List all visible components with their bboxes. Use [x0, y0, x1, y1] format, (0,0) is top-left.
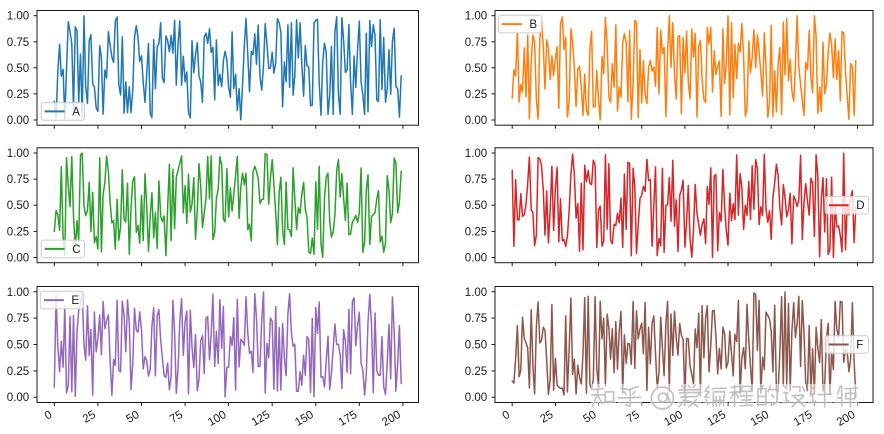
svg-text:F: F: [856, 340, 863, 352]
svg-text:0.25: 0.25: [465, 366, 487, 378]
svg-text:1.00: 1.00: [7, 287, 29, 299]
svg-text:0.50: 0.50: [465, 63, 487, 75]
svg-text:25: 25: [538, 409, 555, 426]
svg-text:0: 0: [43, 409, 55, 423]
svg-text:0.75: 0.75: [465, 37, 487, 49]
svg-text:0.00: 0.00: [7, 253, 29, 265]
svg-text:0.00: 0.00: [465, 392, 487, 404]
svg-text:0.75: 0.75: [7, 37, 29, 49]
svg-text:1.00: 1.00: [7, 11, 29, 23]
svg-text:0.25: 0.25: [465, 89, 487, 101]
svg-text:0.75: 0.75: [465, 313, 487, 325]
svg-text:0.50: 0.50: [7, 340, 29, 352]
svg-text:1.00: 1.00: [7, 148, 29, 160]
svg-text:0.75: 0.75: [7, 313, 29, 325]
svg-text:0.50: 0.50: [465, 340, 487, 352]
svg-text:0.50: 0.50: [465, 200, 487, 212]
svg-text:1.00: 1.00: [465, 287, 487, 299]
svg-text:25: 25: [81, 409, 98, 426]
svg-text:0.25: 0.25: [7, 366, 29, 378]
svg-text:D: D: [856, 200, 864, 212]
svg-text:1.00: 1.00: [465, 11, 487, 23]
svg-text:75: 75: [625, 409, 642, 426]
svg-text:75: 75: [168, 409, 185, 426]
svg-text:0.25: 0.25: [7, 226, 29, 238]
svg-text:E: E: [71, 295, 79, 307]
svg-text:0.00: 0.00: [7, 392, 29, 404]
svg-text:50: 50: [581, 409, 598, 426]
svg-text:A: A: [72, 106, 80, 118]
svg-text:0: 0: [501, 409, 513, 423]
svg-text:0.75: 0.75: [465, 174, 487, 186]
svg-text:1.00: 1.00: [465, 148, 487, 160]
svg-text:B: B: [529, 19, 537, 31]
svg-text:0.75: 0.75: [7, 174, 29, 186]
svg-text:0.50: 0.50: [7, 200, 29, 212]
svg-text:C: C: [72, 244, 80, 256]
svg-text:0.50: 0.50: [7, 63, 29, 75]
svg-text:0.00: 0.00: [7, 115, 29, 127]
svg-text:0.00: 0.00: [465, 253, 487, 265]
svg-text:0.25: 0.25: [465, 226, 487, 238]
svg-text:0.00: 0.00: [465, 115, 487, 127]
svg-text:0.25: 0.25: [7, 89, 29, 101]
svg-text:50: 50: [124, 409, 141, 426]
